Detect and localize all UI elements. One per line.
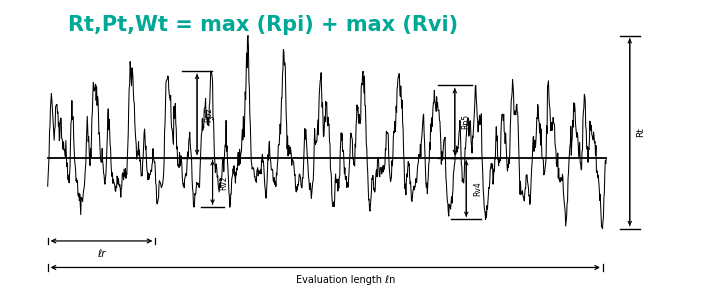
Text: Rv2: Rv2 — [219, 175, 229, 190]
Text: Rv4: Rv4 — [473, 181, 482, 196]
Text: Evaluation length ℓn: Evaluation length ℓn — [296, 275, 395, 285]
Text: Rt: Rt — [637, 127, 646, 137]
Text: ℓr: ℓr — [97, 248, 106, 259]
Text: Rt,Pt,Wt = max (Rpi) + max (Rvi): Rt,Pt,Wt = max (Rpi) + max (Rvi) — [68, 15, 458, 34]
Text: Rp2: Rp2 — [204, 107, 213, 122]
Text: Rp5: Rp5 — [461, 114, 470, 129]
